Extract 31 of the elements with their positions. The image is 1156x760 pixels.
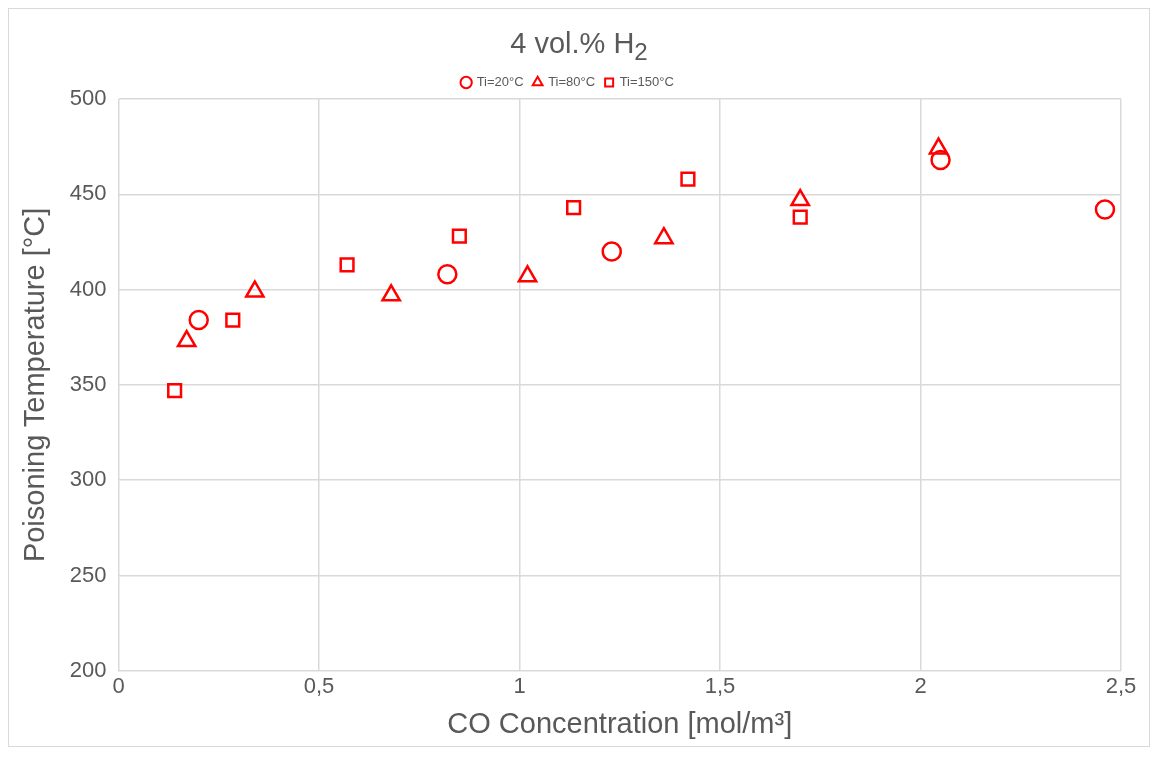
x-axis-title: CO Concentration [mol/m³] [447,706,793,739]
x-tick-label: 2,5 [1105,672,1137,698]
point [792,209,808,225]
point [451,228,467,244]
y-tick-label: 200 [69,656,107,682]
point [339,257,355,273]
point [188,309,209,331]
y-tick-label: 500 [69,84,107,110]
point [601,241,622,262]
point [566,199,582,216]
legend-label: Ti=150°C [619,73,674,89]
y-tick-label: 450 [69,180,107,206]
y-tick-label: 400 [69,275,107,301]
y-tick-label: 350 [69,370,107,396]
x-tick-label: 0,5 [303,672,335,698]
point [680,171,696,187]
point [167,382,183,399]
y-axis-title: Poisoning Temperature [°C] [18,207,51,562]
y-tick-label: 250 [69,561,107,587]
x-tick-label: 0 [112,672,125,698]
legend-label: Ti=20°C [476,73,524,89]
point [225,312,241,328]
point [1094,199,1116,220]
chart-title: 4 vol.% H$_{2}$ [509,26,649,66]
x-tick-label: 2 [914,672,927,698]
x-tick-label: 1 [513,672,526,698]
x-tick-label: 1,5 [704,672,736,698]
legend-label: Ti=80°C [548,73,596,89]
point [930,149,951,171]
y-tick-label: 300 [69,466,107,492]
point [437,263,458,285]
